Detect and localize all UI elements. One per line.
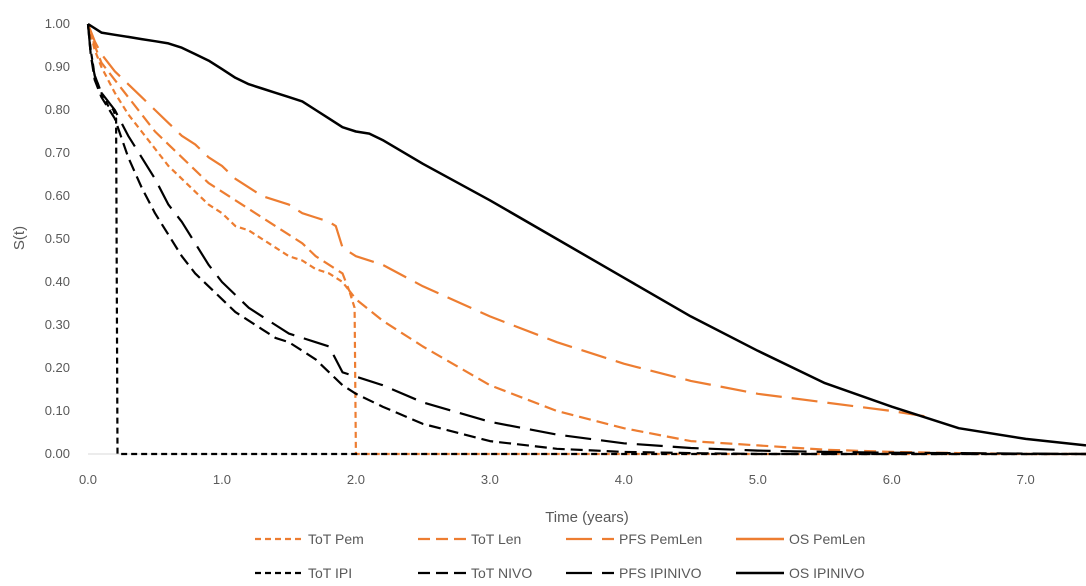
y-tick-label: 0.40 [45,274,70,289]
legend-label: OS IPINIVO [789,565,865,581]
series-line-tot-nivo [86,23,1086,456]
legend-label: PFS IPINIVO [619,565,702,581]
x-tick-label: 0.0 [79,472,97,487]
legend-label: ToT NIVO [471,565,532,581]
x-tick-label: 4.0 [615,472,633,487]
legend-label: ToT Pem [308,531,364,547]
y-tick-label: 0.00 [45,446,70,461]
series-line-tot-pem [86,23,1086,456]
x-tick-label: 7.0 [1017,472,1035,487]
x-tick-label: 1.0 [213,472,231,487]
series-line-tot-ipi [86,23,1086,456]
y-tick-label: 0.20 [45,360,70,375]
legend-label: OS PemLen [789,531,865,547]
series-line-pfs-pemlen [86,23,933,419]
legend-label: ToT IPI [308,565,352,581]
x-tick-label: 2.0 [347,472,365,487]
series-line-os-ipinivo [87,22,1086,447]
y-tick-label: 1.00 [45,16,70,31]
x-tick-label: 6.0 [883,472,901,487]
y-tick-label: 0.30 [45,317,70,332]
y-axis-title: S(t) [11,226,28,250]
y-tick-label: 0.60 [45,188,70,203]
y-tick-label: 0.70 [45,145,70,160]
y-tick-label: 0.50 [45,231,70,246]
y-tick-label: 0.90 [45,59,70,74]
y-tick-label: 0.10 [45,403,70,418]
x-axis-title: Time (years) [545,509,629,526]
legend-label: ToT Len [471,531,521,547]
legend-label: PFS PemLen [619,531,702,547]
x-tick-label: 5.0 [749,472,767,487]
x-tick-label: 3.0 [481,472,499,487]
series-line-tot-len [86,23,1086,456]
series-line-pfs-ipinivo [86,23,1086,456]
y-tick-label: 0.80 [45,102,70,117]
